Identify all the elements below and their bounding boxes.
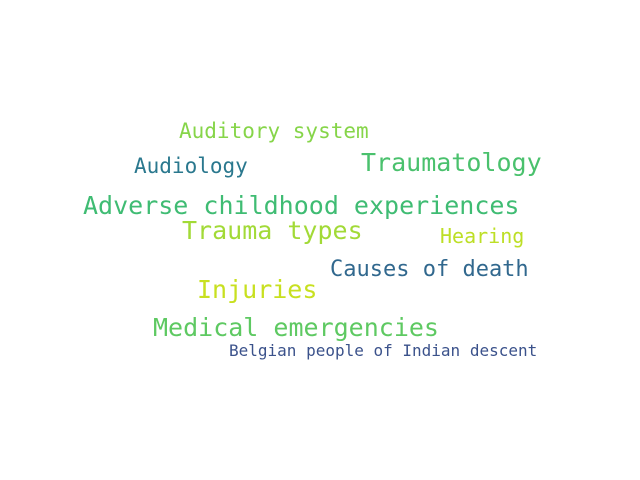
word-adverse-childhood-experiences: Adverse childhood experiences (83, 191, 520, 220)
word-causes-of-death: Causes of death (330, 257, 529, 282)
word-belgian-people-of-indian-descent: Belgian people of Indian descent (229, 341, 538, 360)
word-trauma-types: Trauma types (182, 216, 363, 245)
word-audiology: Audiology (134, 154, 248, 178)
word-traumatology: Traumatology (361, 148, 542, 177)
word-medical-emergencies: Medical emergencies (153, 313, 439, 342)
word-auditory-system: Auditory system (179, 119, 369, 143)
word-injuries: Injuries (197, 275, 318, 304)
word-hearing: Hearing (440, 224, 525, 248)
